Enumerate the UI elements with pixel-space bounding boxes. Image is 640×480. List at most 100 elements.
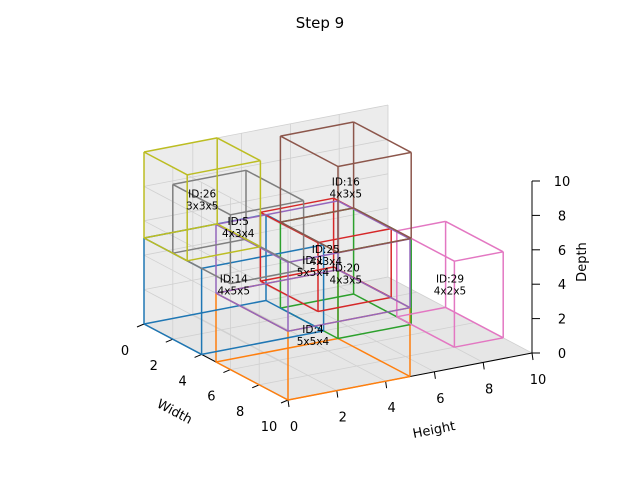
z-tick-label: 4 xyxy=(558,278,566,293)
y-axis-label: Height xyxy=(412,419,457,442)
box-edge xyxy=(245,169,304,202)
box-edge xyxy=(215,337,339,363)
box-edge xyxy=(143,237,188,262)
x-tick-label: 2 xyxy=(150,359,158,374)
box-edge xyxy=(287,375,411,401)
x-tick-mark xyxy=(194,353,202,358)
box-edge xyxy=(215,223,289,264)
box-edge xyxy=(396,306,446,318)
grid-line xyxy=(143,173,389,222)
box-edge xyxy=(280,293,354,309)
z-tick-label: 2 xyxy=(558,313,566,328)
box-edge xyxy=(287,306,411,332)
z-tick-label: 6 xyxy=(558,244,566,259)
box-edge xyxy=(230,199,304,216)
box-label: ID:14 4x5x5 xyxy=(218,273,250,297)
y-tick-label: 10 xyxy=(530,373,547,388)
box-edge xyxy=(260,266,334,282)
box-edge xyxy=(215,292,289,332)
box-edge xyxy=(353,207,412,240)
box-edge xyxy=(337,200,411,240)
box-edge xyxy=(143,299,267,325)
box-edge xyxy=(187,159,261,176)
box-edge xyxy=(317,296,392,313)
x-tick-label: 10 xyxy=(261,420,278,435)
x-axis-label: Width xyxy=(154,397,194,428)
x-tick-label: 0 xyxy=(121,344,129,359)
y-tick-mark xyxy=(482,362,485,370)
box-edge xyxy=(396,316,455,348)
y-tick-mark xyxy=(531,352,534,361)
box-edge xyxy=(445,220,504,253)
x-tick-mark xyxy=(136,323,145,328)
box-edge xyxy=(216,223,261,248)
box-7 xyxy=(279,121,412,254)
x-tick-mark xyxy=(165,338,173,343)
y-tick-mark xyxy=(385,381,388,389)
box-edge xyxy=(280,207,354,223)
box-label: ID:29 4x2x5 xyxy=(434,273,466,297)
box-edge xyxy=(337,337,411,378)
box-label-line: 5x5x4 xyxy=(297,336,330,348)
box-label-line: 5x5x4 xyxy=(297,267,330,279)
box-edge xyxy=(215,200,339,226)
box-label-line: ID:16 xyxy=(332,176,360,188)
box-label-line: 3x3x5 xyxy=(186,200,218,212)
z-axis-label: Depth xyxy=(575,242,590,282)
x-tick-label: 8 xyxy=(236,405,244,420)
box-label-line: ID:1 xyxy=(302,255,323,267)
box-label-line: 4x3x5 xyxy=(330,188,362,200)
box-label-line: ID:14 xyxy=(220,273,248,285)
box-label: ID:26 3x3x5 xyxy=(186,188,218,212)
box-edge xyxy=(215,361,289,401)
box-edge xyxy=(260,197,334,214)
box-label-line: ID:25 xyxy=(312,244,340,256)
y-tick-label: 8 xyxy=(485,382,493,397)
box-label: ID:16 4x3x5 xyxy=(330,176,362,200)
box-edge xyxy=(337,151,412,168)
y-tick-label: 4 xyxy=(387,401,395,416)
box-edge xyxy=(454,251,504,262)
box-edge xyxy=(337,237,412,254)
box-edge xyxy=(280,121,354,137)
box-edge xyxy=(143,323,202,356)
box-edge xyxy=(454,337,504,348)
x-tick-mark xyxy=(280,399,289,404)
box-edge xyxy=(337,269,411,309)
z-tick-label: 8 xyxy=(558,209,566,224)
y-tick-label: 2 xyxy=(339,411,347,426)
box-edge xyxy=(260,280,319,313)
box-label-line: ID:26 xyxy=(188,188,216,200)
grid-line xyxy=(143,139,389,187)
box-label: ID:1 5x5x4 xyxy=(297,255,330,279)
y-tick-label: 6 xyxy=(436,392,444,407)
box-edge xyxy=(280,135,339,168)
box-edge xyxy=(445,306,504,339)
box-edge xyxy=(143,137,218,153)
z-tick-label: 0 xyxy=(558,347,566,362)
box-edge xyxy=(337,323,412,340)
box-label-line: 4x3x5 xyxy=(330,274,362,286)
box-label-line: ID:4 xyxy=(302,324,324,336)
y-tick-mark xyxy=(433,371,436,379)
box-edge xyxy=(280,221,339,254)
box-label: ID:20 4x3x5 xyxy=(330,262,362,286)
box-label-line: ID:29 xyxy=(436,273,464,285)
box-label-line: 4x2x5 xyxy=(434,285,466,297)
z-tick-label: 10 xyxy=(554,175,571,190)
box-label-line: 4x5x5 xyxy=(218,285,250,297)
box-label: ID:5 4x3x4 xyxy=(222,216,255,240)
box-edge xyxy=(216,137,261,162)
box-edge xyxy=(172,238,247,254)
box-edge xyxy=(143,151,188,176)
x-tick-mark xyxy=(223,369,231,374)
x-tick-mark xyxy=(252,384,260,389)
box-edge xyxy=(143,223,218,239)
box-edge xyxy=(396,220,446,232)
box-label: ID:4 5x5x4 xyxy=(297,324,330,348)
x-tick-label: 4 xyxy=(178,374,186,389)
y-tick-mark xyxy=(287,399,290,408)
y-tick-mark xyxy=(336,390,339,398)
